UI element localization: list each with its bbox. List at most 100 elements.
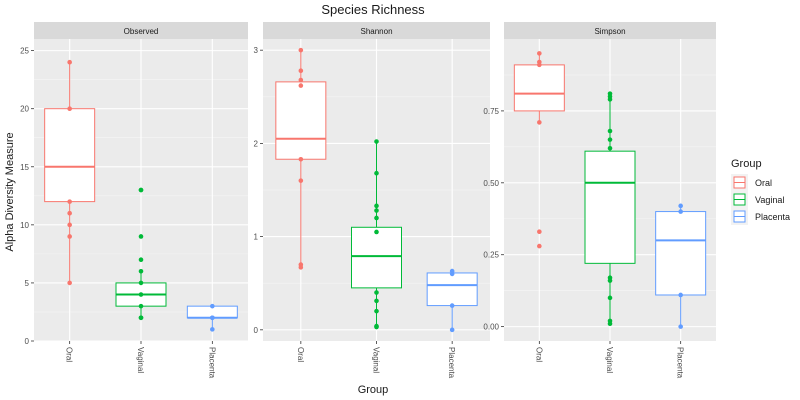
y-tick-label: 15 [20, 163, 29, 172]
strip-label-simpson: Simpson [594, 27, 625, 36]
data-point [607, 137, 613, 142]
data-point [298, 47, 304, 53]
strip-observed [34, 22, 248, 39]
box-iqr [584, 150, 636, 264]
data-point [210, 327, 215, 332]
data-point [374, 229, 379, 235]
data-point [537, 62, 542, 68]
box-oral-simpson [513, 51, 565, 249]
x-tick-label-vaginal: Vaginal [372, 347, 381, 373]
data-point [298, 265, 304, 270]
box-iqr [44, 108, 96, 203]
x-tick-label-oral: Oral [65, 347, 74, 362]
data-point [678, 292, 683, 298]
box-placenta-shannon [426, 268, 478, 333]
data-point [138, 234, 144, 239]
box-oral-shannon [275, 47, 327, 270]
legend-label: Oral [755, 178, 772, 188]
data-point [67, 222, 72, 228]
box-vaginal-simpson [584, 91, 636, 327]
strip-simpson [504, 22, 716, 39]
data-point [537, 120, 542, 125]
data-point [210, 315, 215, 321]
data-point [374, 208, 379, 213]
data-point [298, 178, 304, 183]
data-point [67, 280, 72, 286]
panel-simpson: Simpson 0.00 0.25 0.50 0.75 Oral Vaginal Placen… [483, 22, 716, 379]
box-iqr [426, 272, 478, 307]
data-point [607, 321, 613, 327]
y-tick-label: 0.75 [483, 107, 499, 116]
data-point [138, 269, 144, 274]
box-iqr [351, 226, 402, 289]
data-point [298, 77, 304, 83]
data-point [537, 243, 542, 249]
data-point [67, 199, 72, 204]
data-point [678, 203, 683, 209]
data-point [607, 278, 613, 283]
y-tick-label: 0.25 [483, 251, 499, 260]
y-tick-label: 0.50 [483, 179, 499, 188]
panel-shannon: Shannon 0 1 2 3 Oral Vaginal Placenta [254, 22, 490, 379]
chart-title: Species Richness [321, 2, 425, 17]
data-point [374, 170, 379, 176]
legend-label: Placenta [755, 212, 790, 222]
y-tick-label: 0.00 [483, 323, 499, 332]
y-axis-title: Alpha Diversity Measure [4, 132, 16, 251]
strip-label-shannon: Shannon [360, 27, 392, 36]
legend-item-vaginal: Vaginal [731, 191, 784, 208]
legend-item-oral: Oral [731, 174, 772, 191]
strip-shannon [263, 22, 490, 39]
data-point [537, 229, 542, 235]
x-tick-label-placenta: Placenta [447, 347, 456, 379]
y-tick-label: 3 [254, 46, 259, 55]
y-tick-label: 0 [25, 337, 30, 346]
box-oral-observed [44, 59, 96, 286]
y-tick-label: 20 [20, 105, 29, 114]
legend: Group Oral Vaginal Placenta [731, 158, 790, 225]
x-tick-label-oral: Oral [534, 347, 543, 362]
box-vaginal-observed [115, 187, 167, 321]
data-point [537, 51, 542, 56]
data-point [449, 303, 455, 308]
data-point [138, 280, 144, 286]
x-axis-title: Group [358, 384, 389, 396]
data-point [374, 203, 379, 209]
data-point [374, 324, 379, 330]
data-point [607, 295, 613, 301]
data-point [678, 324, 683, 329]
data-point [138, 292, 144, 297]
box-iqr [275, 81, 327, 160]
data-point [607, 145, 613, 151]
panel-observed: Observed 0 5 10 15 20 25 Oral Vaginal Placenta [20, 22, 248, 379]
box-vaginal-shannon [351, 139, 402, 330]
x-tick-label-vaginal: Vaginal [136, 347, 145, 373]
y-tick-label: 2 [254, 139, 259, 148]
data-point [449, 327, 455, 333]
strip-label-observed: Observed [124, 27, 159, 36]
legend-label: Vaginal [755, 195, 784, 205]
data-point [374, 215, 379, 221]
data-point [607, 97, 613, 102]
legend-title: Group [731, 158, 762, 170]
data-point [298, 83, 304, 88]
data-point [67, 234, 72, 239]
box-placenta-simpson [655, 203, 707, 329]
data-point [138, 315, 144, 321]
box-placenta-observed [186, 303, 238, 332]
x-tick-label-oral: Oral [296, 347, 305, 362]
data-point [678, 209, 683, 214]
y-tick-label: 1 [254, 233, 259, 242]
data-point [607, 128, 613, 134]
y-tick-label: 10 [20, 221, 29, 230]
x-tick-label-vaginal: Vaginal [605, 347, 614, 373]
y-tick-label: 5 [25, 279, 30, 288]
data-point [67, 106, 72, 111]
y-tick-label: 0 [254, 326, 259, 335]
x-tick-label-placenta: Placenta [207, 347, 216, 379]
data-point [298, 68, 304, 73]
legend-item-placenta: Placenta [731, 208, 790, 225]
data-point [138, 257, 144, 262]
